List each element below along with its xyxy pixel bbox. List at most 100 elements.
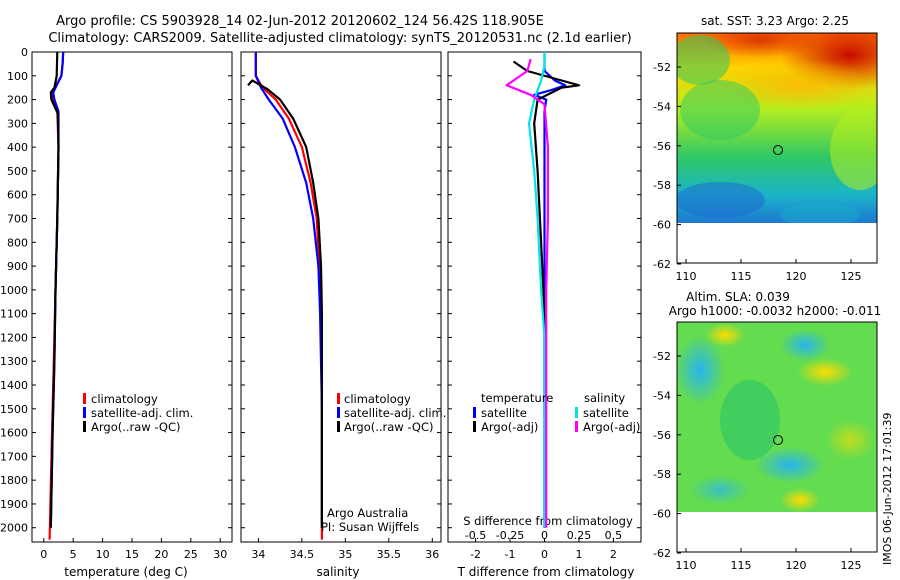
legend-label: climatology [344, 392, 411, 406]
depth-tick-label: 1300 [0, 355, 28, 368]
title-line-2: Climatology: CARS2009. Satellite-adjuste… [48, 31, 631, 46]
map-x-tick-label: 120 [786, 559, 807, 572]
s-diff-tick-label: -0.25 [496, 529, 524, 542]
legend-swatch-argo [337, 421, 340, 432]
series-line [247, 79, 323, 528]
temperature-legend: climatology satellite-adj. clim. Argo(..… [83, 392, 193, 434]
legend-swatch-s-argo [575, 421, 578, 432]
legend-label: satellite [481, 406, 527, 420]
depth-tick-label: 400 [7, 141, 28, 154]
x-tick-label: 15 [125, 548, 139, 561]
legend-label: climatology [91, 392, 158, 406]
map-x-tick-label: 125 [841, 559, 862, 572]
s-difference-ticks: -0.5 -0.25 0 0.25 0.5 [465, 529, 622, 542]
sst-map-title: sat. SST: 3.23 Argo: 2.25 [701, 14, 849, 28]
sla-map-x-ticks: 110 115 120 125 [676, 548, 862, 572]
depth-tick-label: 1200 [0, 331, 28, 344]
legend-swatch-argo [83, 421, 86, 432]
legend-swatch-t-satellite [473, 407, 476, 418]
sst-map-image [677, 33, 877, 223]
sst-map-x-ticks: 110 115 120 125 [676, 259, 862, 283]
x-tick-label: 34.5 [290, 548, 315, 561]
pi-note: PI: Susan Wijffels [321, 520, 419, 534]
map-x-tick-label: 110 [676, 270, 697, 283]
map-y-tick-label: -56 [653, 140, 671, 153]
legend-label: satellite-adj. clim. [344, 406, 446, 420]
map-y-tick-label: -58 [653, 179, 671, 192]
depth-tick-label: 1500 [0, 403, 28, 416]
depth-tick-label: 100 [7, 70, 28, 83]
argo-owner-note: Argo Australia [327, 506, 408, 520]
legend-swatch-climatology [83, 393, 86, 404]
map-y-tick-label: -56 [653, 429, 671, 442]
depth-tick-label: 700 [7, 213, 28, 226]
x-tick-label: 36 [425, 548, 439, 561]
map-x-tick-label: 115 [731, 270, 752, 283]
legend-swatch-s-satellite [575, 407, 578, 418]
map-x-tick-label: 120 [786, 270, 807, 283]
s-diff-tick-label: 0.25 [567, 529, 592, 542]
series-line [254, 52, 323, 540]
depth-tick-label: 800 [7, 236, 28, 249]
map-x-tick-label: 110 [676, 559, 697, 572]
salinity-x-ticks: 34 34.5 35 35.5 36 [251, 538, 439, 561]
x-tick-label: 10 [96, 548, 110, 561]
x-tick-label: 34 [251, 548, 265, 561]
legend-label: Argo(-adj) [481, 420, 538, 434]
depth-tick-label: 900 [7, 260, 28, 273]
series-line [527, 52, 546, 528]
salinity-series [247, 52, 323, 540]
map-y-tick-label: -52 [653, 350, 671, 363]
sla-map-axes [676, 321, 878, 553]
x-tick-label: 20 [154, 548, 168, 561]
x-tick-label: -1 [505, 548, 516, 561]
x-tick-label: 1 [575, 548, 582, 561]
legend-label: Argo(-adj) [583, 420, 640, 434]
temperature-axes [31, 51, 233, 543]
x-tick-label: 25 [184, 548, 198, 561]
depth-tick-label: 1000 [0, 284, 28, 297]
sst-map-y-ticks: -52 -54 -56 -58 -60 -62 [653, 61, 681, 271]
x-tick-label: 0 [40, 548, 47, 561]
s-diff-tick-label: 0.5 [605, 529, 623, 542]
difference-xlabel: T difference from climatology [457, 565, 635, 579]
depth-tick-label: 1400 [0, 379, 28, 392]
legend-swatch-t-argo [473, 421, 476, 432]
legend-label: Argo(..raw -QC) [91, 420, 181, 434]
s-diff-tick-label: -0.5 [465, 529, 486, 542]
x-tick-label: -2 [470, 548, 481, 561]
tick-marks [32, 51, 641, 529]
depth-tick-label: 200 [7, 94, 28, 107]
x-tick-label: 2 [610, 548, 617, 561]
title-line-1: Argo profile: CS 5903928_14 02-Jun-2012 … [56, 14, 544, 29]
x-tick-label: 35.5 [377, 548, 402, 561]
map-x-tick-label: 125 [841, 270, 862, 283]
argo-position-marker-sla [773, 435, 783, 445]
legend-label: satellite [583, 406, 629, 420]
legend-label: satellite-adj. clim. [91, 406, 193, 420]
sla-map-land-mask [677, 512, 877, 552]
salinity-axes [240, 51, 442, 543]
map-x-tick-label: 115 [731, 559, 752, 572]
salinity-legend: climatology satellite-adj. clim. Argo(..… [321, 392, 446, 534]
legend-label: Argo(..raw -QC) [344, 420, 434, 434]
sla-map-title-2: Argo h1000: -0.0032 h2000: -0.011 [669, 304, 882, 318]
map-y-tick-label: -54 [653, 389, 671, 402]
series-line [533, 52, 567, 528]
depth-tick-label: 1600 [0, 427, 28, 440]
x-tick-label: 35 [338, 548, 352, 561]
series-line [254, 52, 323, 528]
sst-map-axes [676, 32, 878, 264]
salinity-xlabel: salinity [316, 565, 359, 579]
sla-map-image [677, 322, 877, 512]
depth-tick-label: 1700 [0, 450, 28, 463]
s-difference-label: S difference from climatology [463, 514, 633, 528]
map-y-tick-label: -58 [653, 468, 671, 481]
legend-title-salinity: salinity [584, 391, 625, 405]
temperature-series [48, 52, 65, 540]
map-y-tick-label: -62 [653, 258, 671, 271]
legend-swatch-climatology [337, 393, 340, 404]
sst-map-land-mask [677, 223, 877, 263]
depth-tick-labels: 0 100 200 300 400 500 600 700 800 900 1000 1100 1200… [0, 46, 28, 535]
